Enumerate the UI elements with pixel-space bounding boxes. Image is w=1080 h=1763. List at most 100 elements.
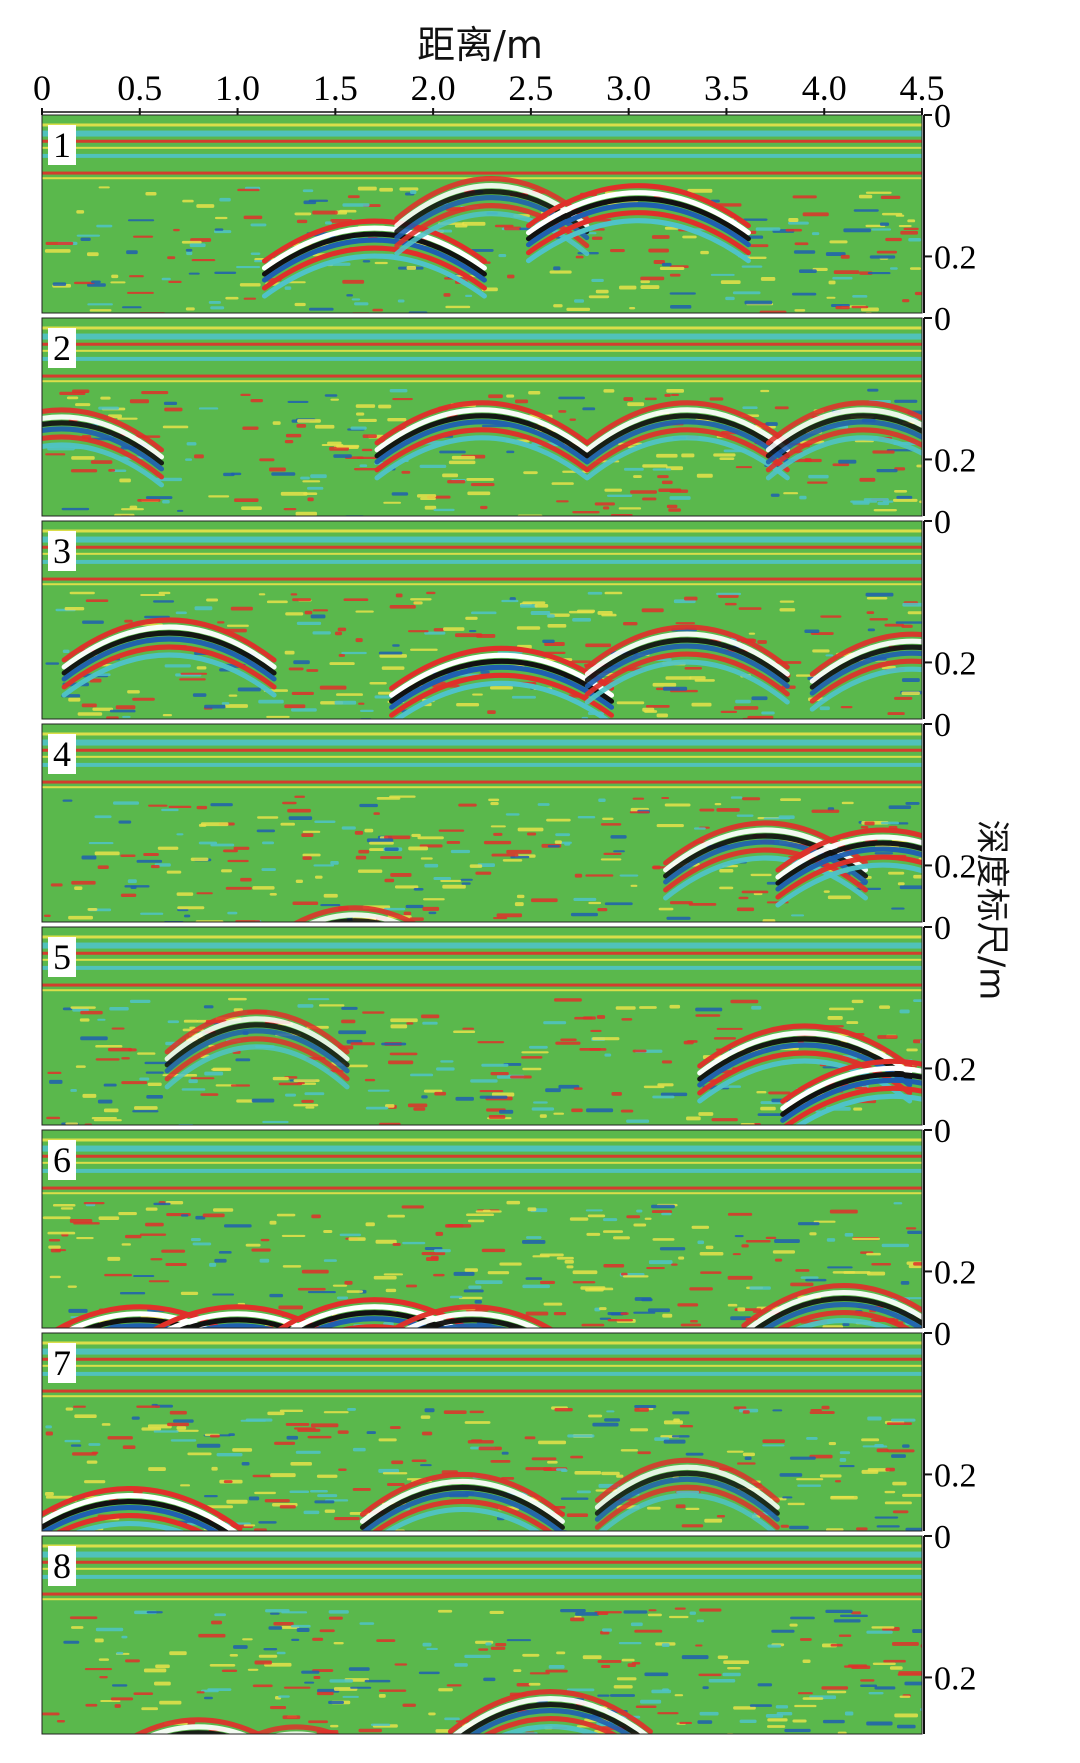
texture-dash bbox=[697, 1720, 713, 1724]
texture-dash bbox=[742, 1410, 750, 1414]
texture-dash bbox=[195, 1215, 206, 1220]
texture-dash bbox=[839, 1465, 855, 1468]
texture-dash bbox=[387, 417, 407, 422]
texture-dash bbox=[122, 1445, 136, 1449]
texture-dash bbox=[147, 1424, 172, 1429]
texture-dash bbox=[192, 693, 207, 697]
texture-dash bbox=[145, 192, 157, 196]
hyperbola-reflection bbox=[765, 419, 922, 465]
surface-band bbox=[42, 1154, 922, 1158]
texture-dash bbox=[237, 188, 260, 192]
depth-tick-label: 0 bbox=[934, 910, 951, 947]
texture-dash bbox=[874, 1516, 899, 1519]
texture-dash bbox=[898, 224, 912, 228]
texture-dash bbox=[651, 235, 670, 239]
texture-dash bbox=[383, 1273, 404, 1276]
hyperbola-reflection bbox=[584, 637, 790, 683]
texture-dash bbox=[333, 1641, 344, 1645]
texture-dash bbox=[62, 799, 73, 802]
texture-dash bbox=[674, 1607, 686, 1610]
texture-dash bbox=[575, 1612, 600, 1616]
texture-dash bbox=[487, 710, 496, 714]
texture-dash bbox=[474, 1299, 482, 1304]
texture-dash bbox=[338, 1030, 367, 1035]
texture-dash bbox=[120, 854, 136, 858]
texture-dash bbox=[127, 291, 154, 294]
texture-dash bbox=[834, 1480, 842, 1483]
texture-dash bbox=[64, 606, 85, 611]
texture-dash bbox=[602, 1628, 612, 1632]
texture-dash bbox=[658, 488, 682, 492]
texture-dash bbox=[699, 1711, 719, 1716]
texture-dash bbox=[742, 406, 758, 410]
texture-dash bbox=[114, 513, 135, 516]
texture-dash bbox=[888, 871, 905, 875]
texture-dash bbox=[822, 1719, 845, 1724]
texture-dash bbox=[433, 628, 445, 632]
texture-dash bbox=[739, 1719, 757, 1724]
texture-dash bbox=[564, 1260, 574, 1264]
texture-dash bbox=[121, 508, 144, 511]
texture-dash bbox=[271, 472, 296, 476]
texture-dash bbox=[424, 1408, 435, 1413]
texture-dash bbox=[919, 500, 922, 504]
texture-dash bbox=[223, 472, 235, 477]
texture-dash bbox=[124, 885, 150, 888]
texture-dash bbox=[514, 902, 524, 907]
texture-dash bbox=[344, 1280, 353, 1285]
surface-band bbox=[42, 1186, 922, 1190]
texture-dash bbox=[319, 685, 347, 690]
depth-tick-label: 0.2 bbox=[934, 848, 977, 885]
texture-dash bbox=[627, 402, 645, 407]
texture-dash bbox=[274, 1441, 296, 1445]
texture-dash bbox=[161, 1249, 186, 1253]
texture-dash bbox=[682, 235, 697, 239]
texture-dash bbox=[830, 1643, 843, 1647]
texture-dash bbox=[768, 1091, 791, 1095]
texture-dash bbox=[395, 593, 403, 598]
texture-dash bbox=[733, 1406, 747, 1410]
texture-dash bbox=[740, 1122, 755, 1125]
texture-dash bbox=[289, 1490, 310, 1494]
panel-frame bbox=[41, 1129, 923, 1329]
texture-dash bbox=[838, 459, 857, 464]
depth-tick-label: 0.2 bbox=[934, 1051, 977, 1088]
texture-dash bbox=[475, 1280, 503, 1285]
texture-dash bbox=[48, 1239, 61, 1242]
texture-dash bbox=[361, 448, 373, 452]
texture-dash bbox=[488, 394, 503, 399]
texture-dash bbox=[359, 464, 368, 468]
texture-dash bbox=[772, 1409, 783, 1412]
texture-dash bbox=[391, 1460, 404, 1465]
texture-dash bbox=[166, 870, 182, 874]
hyperbola-reflection bbox=[584, 400, 790, 446]
texture-dash bbox=[494, 224, 514, 228]
texture-dash bbox=[633, 1311, 656, 1314]
panel-frame bbox=[41, 1332, 923, 1532]
hyperbola-reflection bbox=[663, 855, 869, 901]
texture-dash bbox=[45, 1431, 53, 1436]
texture-dash bbox=[265, 1609, 290, 1613]
texture-dash bbox=[141, 1707, 159, 1711]
texture-dash bbox=[709, 397, 724, 401]
x-tick-label: 1.5 bbox=[313, 68, 358, 108]
texture-dash bbox=[705, 1245, 714, 1250]
texture-dash bbox=[901, 624, 913, 628]
texture-dash bbox=[196, 204, 215, 208]
texture-dash bbox=[634, 1297, 652, 1301]
texture-dash bbox=[716, 1514, 726, 1518]
texture-dash bbox=[95, 1627, 124, 1632]
texture-dash bbox=[323, 1229, 333, 1233]
hyperbola-reflection bbox=[251, 1724, 341, 1734]
texture-dash bbox=[613, 1236, 630, 1240]
texture-dash bbox=[640, 285, 660, 289]
texture-dash bbox=[133, 1274, 155, 1278]
texture-dash bbox=[799, 495, 807, 500]
texture-dash bbox=[98, 1216, 120, 1220]
texture-dash bbox=[485, 1642, 492, 1646]
hyperbola-reflection bbox=[374, 400, 590, 446]
texture-dash bbox=[526, 1236, 542, 1239]
texture-dash bbox=[587, 1214, 606, 1218]
texture-dash bbox=[283, 508, 297, 511]
texture-dash bbox=[767, 1644, 782, 1648]
